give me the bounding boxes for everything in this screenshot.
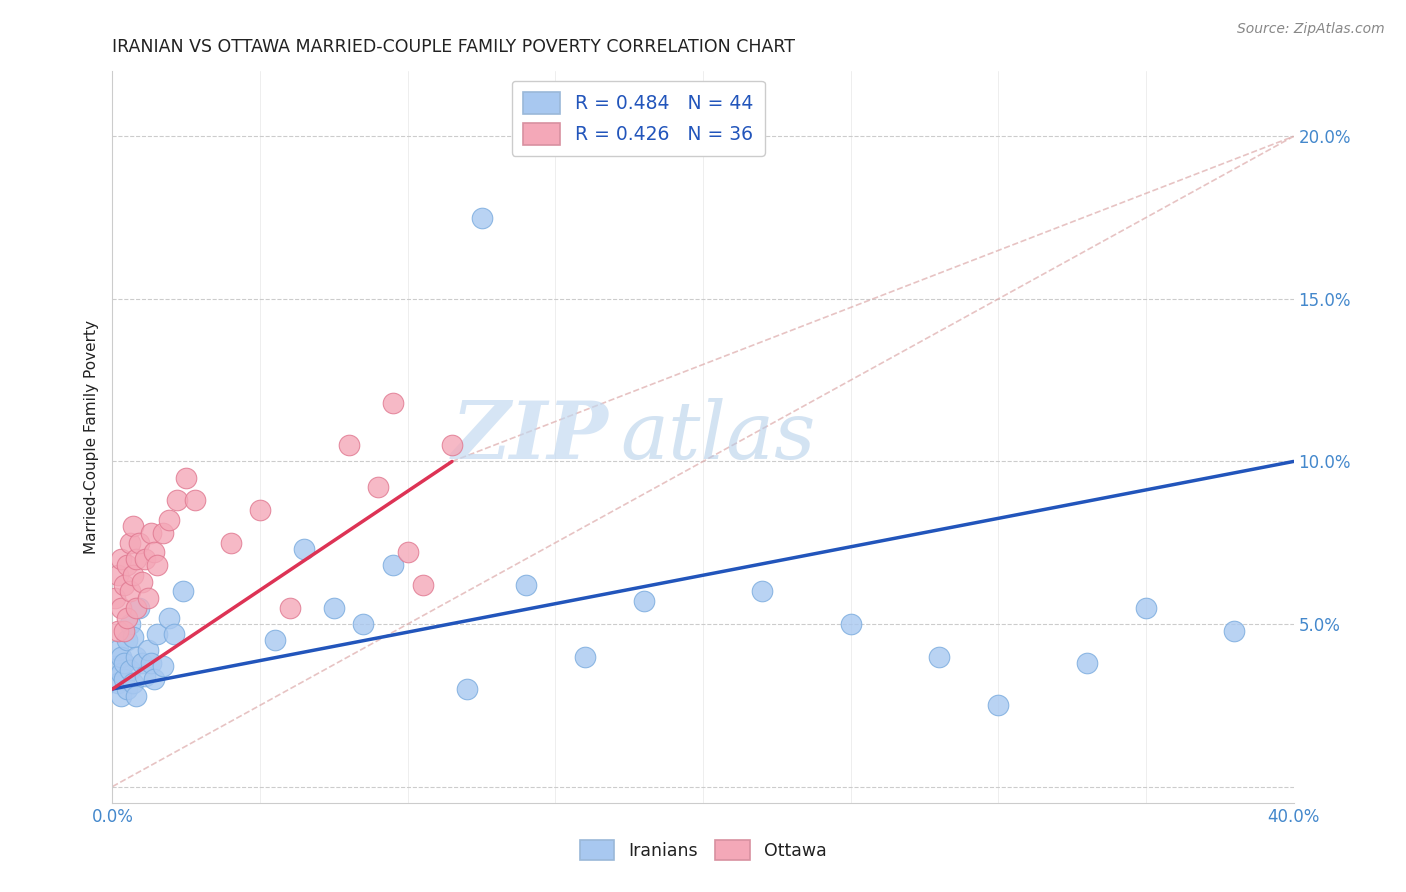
Text: IRANIAN VS OTTAWA MARRIED-COUPLE FAMILY POVERTY CORRELATION CHART: IRANIAN VS OTTAWA MARRIED-COUPLE FAMILY … (112, 38, 796, 56)
Point (515, 578, 537, 592)
Point (839, 617, 862, 632)
Point (382, 396, 405, 410)
Point (131, 574, 153, 589)
Legend: Iranians, Ottawa: Iranians, Ottawa (572, 833, 834, 867)
Point (574, 649, 596, 664)
Point (134, 552, 156, 566)
Point (146, 558, 169, 573)
Text: Source: ZipAtlas.com: Source: ZipAtlas.com (1237, 22, 1385, 37)
Point (633, 594, 655, 608)
Point (122, 630, 145, 644)
Point (219, 535, 242, 549)
Point (117, 681, 138, 696)
Point (142, 545, 165, 559)
Point (292, 542, 315, 557)
Point (152, 659, 174, 673)
Y-axis label: Married-Couple Family Poverty: Married-Couple Family Poverty (84, 320, 100, 554)
Point (131, 656, 153, 670)
Point (112, 656, 135, 670)
Point (470, 211, 494, 225)
Point (278, 600, 301, 615)
Point (337, 438, 360, 452)
Point (163, 626, 186, 640)
Point (125, 689, 148, 703)
Point (157, 610, 180, 624)
Point (120, 535, 142, 549)
Point (107, 624, 129, 638)
Point (120, 617, 142, 632)
Point (264, 633, 287, 648)
Point (122, 568, 145, 582)
Point (125, 649, 148, 664)
Point (411, 578, 433, 592)
Text: ZIP: ZIP (451, 399, 609, 475)
Point (172, 584, 194, 599)
Point (184, 493, 207, 508)
Point (146, 626, 169, 640)
Point (110, 665, 132, 680)
Point (1135, 600, 1157, 615)
Point (142, 673, 165, 687)
Point (110, 689, 132, 703)
Point (104, 591, 127, 605)
Point (136, 643, 159, 657)
Point (110, 600, 132, 615)
Point (441, 438, 464, 452)
Point (751, 584, 773, 599)
Point (367, 480, 389, 494)
Point (166, 493, 188, 508)
Point (139, 526, 162, 541)
Point (117, 633, 138, 648)
Point (117, 610, 138, 624)
Point (107, 568, 129, 582)
Point (128, 600, 150, 615)
Point (110, 552, 132, 566)
Point (174, 471, 197, 485)
Point (352, 617, 374, 632)
Point (249, 503, 271, 517)
Point (107, 643, 129, 657)
Point (382, 558, 405, 573)
Point (456, 681, 478, 696)
Point (152, 526, 174, 541)
Point (139, 656, 162, 670)
Text: atlas: atlas (620, 399, 815, 475)
Point (125, 552, 148, 566)
Point (110, 649, 132, 664)
Point (104, 659, 127, 673)
Point (396, 545, 419, 559)
Point (112, 578, 135, 592)
Point (112, 673, 135, 687)
Point (125, 600, 148, 615)
Point (122, 675, 145, 690)
Point (107, 675, 129, 690)
Point (120, 663, 142, 677)
Point (112, 624, 135, 638)
Point (928, 649, 950, 664)
Point (122, 519, 145, 533)
Point (120, 584, 142, 599)
Point (1076, 656, 1098, 670)
Point (323, 600, 346, 615)
Point (117, 558, 138, 573)
Point (128, 535, 150, 549)
Point (134, 669, 156, 683)
Point (136, 591, 159, 605)
Point (157, 513, 180, 527)
Point (1223, 624, 1246, 638)
Point (987, 698, 1010, 713)
